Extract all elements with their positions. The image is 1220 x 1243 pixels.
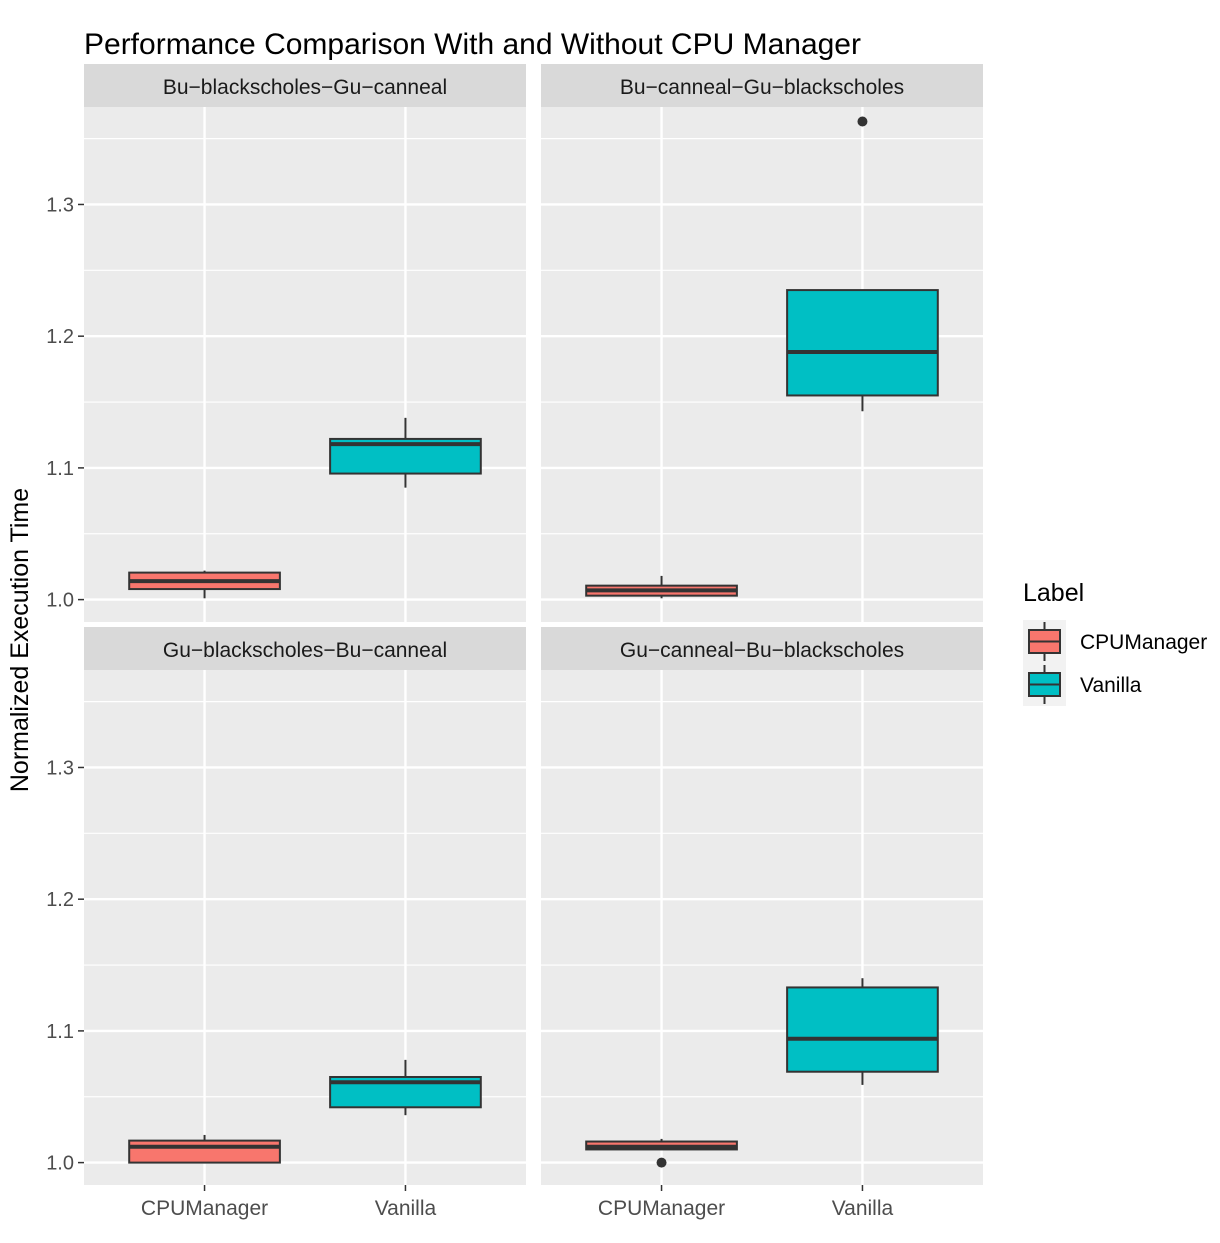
y-tick-label: 1.3 xyxy=(46,757,74,779)
iqr-box xyxy=(786,986,939,1073)
legend: Label CPUManager Vanilla xyxy=(1023,579,1207,706)
facet-panel: Gu−blackscholes−Bu−canneal 1.0 1.1 1.2 1.3 CP… xyxy=(46,627,526,1220)
legend-item: Vanilla xyxy=(1023,663,1142,706)
facet-panel: Gu−canneal−Bu−blackscholes CPUManager Vani… xyxy=(541,627,983,1220)
outlier-point xyxy=(656,1157,667,1168)
facet-strip xyxy=(84,64,526,107)
box-vanilla xyxy=(329,417,482,488)
legend-label: CPUManager xyxy=(1080,631,1207,654)
y-tick-label: 1.0 xyxy=(46,590,74,612)
y-tick-label: 1.2 xyxy=(46,889,74,911)
x-tick-label: Vanilla xyxy=(375,1197,437,1220)
facet-strip xyxy=(541,64,983,107)
y-tick-label: 1.1 xyxy=(46,458,74,480)
box-cpumanager xyxy=(585,1138,738,1168)
facet-strip-label: Bu−blackscholes−Gu−canneal xyxy=(163,76,447,99)
box-cpumanager xyxy=(585,575,738,599)
box-vanilla xyxy=(786,978,939,1085)
facet-strip xyxy=(84,627,526,670)
box-vanilla xyxy=(329,1059,482,1116)
legend-label: Vanilla xyxy=(1080,674,1142,697)
x-tick-label: Vanilla xyxy=(832,1197,894,1220)
iqr-box xyxy=(128,1139,281,1164)
x-tick-label: CPUManager xyxy=(598,1197,725,1220)
facet-panel: Bu−canneal−Gu−blackscholes xyxy=(541,64,983,622)
facet-panel: Bu−blackscholes−Gu−canneal 1.0 1.1 1.2 1.3 xyxy=(46,64,526,622)
y-tick-label: 1.3 xyxy=(46,194,74,216)
facet-strip-label: Gu−canneal−Bu−blackscholes xyxy=(620,639,904,662)
iqr-box xyxy=(786,289,939,397)
outlier-point xyxy=(857,116,868,127)
facet-strip-label: Gu−blackscholes−Bu−canneal xyxy=(163,639,447,662)
x-tick-label: CPUManager xyxy=(141,1197,268,1220)
y-tick-label: 1.1 xyxy=(46,1021,74,1043)
y-axis-label: Normalized Execution Time xyxy=(6,488,34,792)
box-vanilla xyxy=(786,116,939,412)
panel-background xyxy=(541,670,983,1185)
facet-strip-label: Bu−canneal−Gu−blackscholes xyxy=(620,76,904,99)
box-cpumanager xyxy=(128,570,281,599)
y-tick-label: 1.0 xyxy=(46,1153,74,1175)
legend-title: Label xyxy=(1023,579,1084,607)
panel-background xyxy=(84,107,526,622)
box-cpumanager xyxy=(128,1134,281,1164)
facet-strip xyxy=(541,627,983,670)
chart-title: Performance Comparison With and Without … xyxy=(84,28,861,61)
y-tick-label: 1.2 xyxy=(46,326,74,348)
legend-item: CPUManager xyxy=(1023,620,1207,663)
